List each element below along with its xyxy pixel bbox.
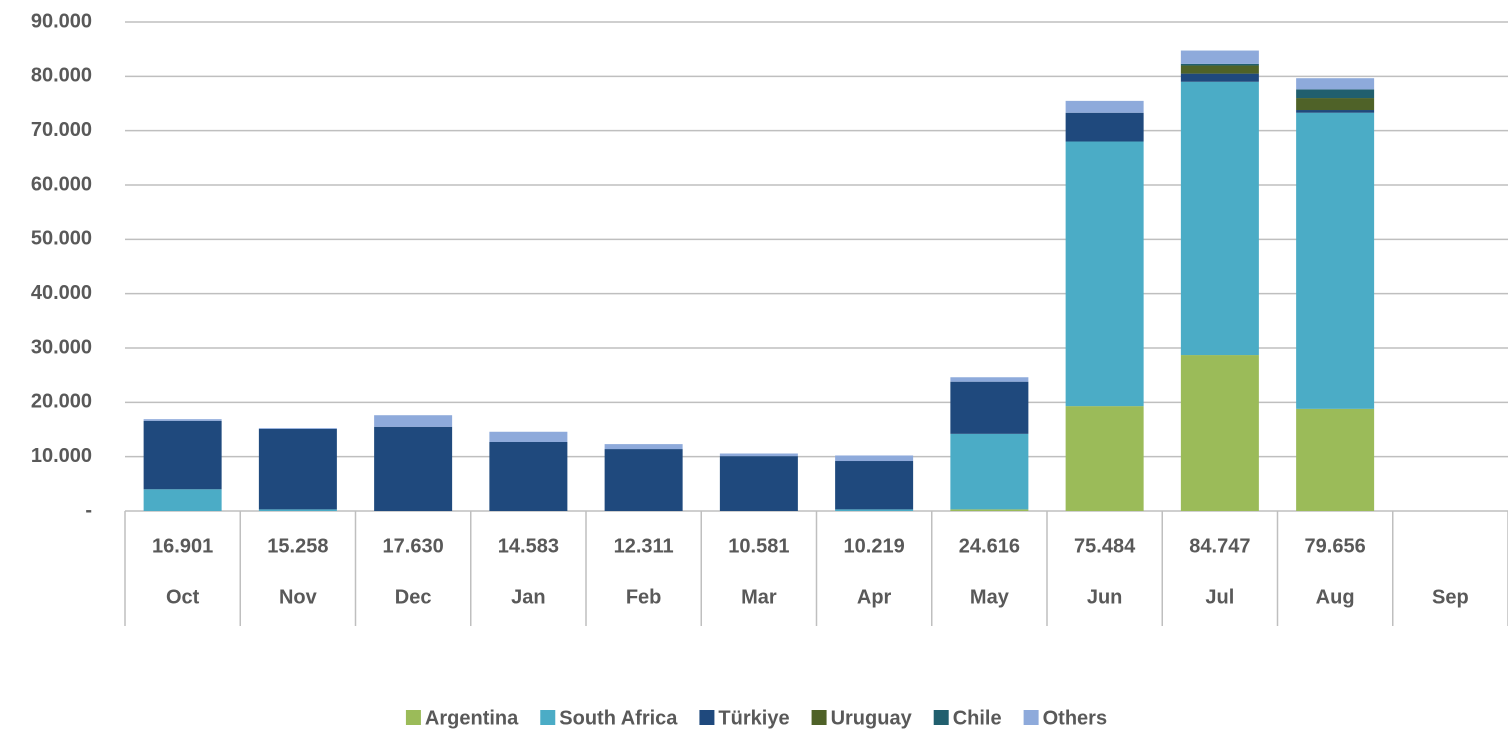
x-tick-label: Jul	[1205, 586, 1234, 608]
legend-label: Argentina	[425, 707, 519, 729]
bar-segment	[489, 431, 568, 442]
total-label: 15.258	[267, 535, 328, 557]
bar-segment	[950, 433, 1029, 510]
bar-segment	[604, 449, 683, 511]
total-label: 84.747	[1189, 535, 1250, 557]
bar-segment	[835, 461, 914, 510]
total-label: 14.583	[498, 535, 559, 557]
legend-swatch	[405, 710, 421, 725]
bar-segment	[1180, 50, 1259, 64]
total-label: 17.630	[383, 535, 444, 557]
x-tick-label: May	[970, 586, 1010, 608]
bar-segment	[143, 419, 222, 421]
y-tick-label: 90.000	[31, 10, 92, 32]
total-label: 10.219	[844, 535, 905, 557]
bar-segment	[950, 509, 1029, 511]
legend-label: South Africa	[559, 707, 678, 729]
y-tick-label: 70.000	[31, 119, 92, 141]
x-tick-label: Apr	[857, 586, 892, 608]
bar-segment	[604, 444, 683, 450]
bar-segment	[1065, 406, 1144, 511]
y-tick-label: 30.000	[31, 336, 92, 358]
bar-segment	[143, 489, 222, 511]
bar-segment	[1180, 63, 1259, 66]
bar-segment	[143, 420, 222, 490]
y-tick-label: 40.000	[31, 282, 92, 304]
y-tick-label: 50.000	[31, 228, 92, 250]
bar-segment	[719, 453, 798, 457]
x-tick-label: Nov	[279, 586, 318, 608]
bar-segment	[719, 456, 798, 511]
bar-segment	[835, 509, 914, 511]
total-label: 16.901	[152, 535, 213, 557]
bar-segment	[489, 441, 568, 511]
bar-segment	[374, 426, 453, 511]
bar-segment	[950, 377, 1029, 382]
bar-segment	[1296, 112, 1375, 409]
total-label: 79.656	[1305, 535, 1366, 557]
bar-segment	[258, 428, 337, 510]
bar-segment	[1065, 100, 1144, 113]
legend-swatch	[540, 710, 556, 725]
bar-segment	[1180, 81, 1259, 356]
x-tick-label: Mar	[741, 586, 777, 608]
legend-swatch	[1023, 710, 1039, 725]
legend-swatch	[811, 710, 827, 725]
total-label: 10.581	[728, 535, 789, 557]
y-tick-label: 60.000	[31, 173, 92, 195]
y-tick-label: 80.000	[31, 65, 92, 87]
total-label: 12.311	[614, 535, 674, 557]
bar-segment	[1296, 110, 1375, 113]
legend-swatch	[933, 710, 949, 725]
bar-segment	[1180, 355, 1259, 511]
bar-segment	[258, 428, 337, 429]
legend-label: Chile	[953, 707, 1002, 729]
x-tick-label: Jun	[1087, 586, 1123, 608]
bar-segment	[374, 415, 453, 427]
bar-segment	[1180, 65, 1259, 74]
legend-label: Others	[1043, 707, 1107, 729]
bar-segment	[1065, 112, 1144, 142]
bar-segment	[1065, 141, 1144, 407]
total-label: 24.616	[959, 535, 1020, 557]
x-tick-label: Sep	[1432, 586, 1469, 608]
bar-segment	[950, 381, 1029, 434]
legend-swatch	[699, 710, 715, 725]
y-tick-label: 10.000	[31, 445, 92, 467]
x-tick-label: Oct	[166, 586, 200, 608]
y-tick-label: 20.000	[31, 391, 92, 413]
bar-segment	[1296, 98, 1375, 111]
bar-segment	[835, 455, 914, 462]
total-label: 75.484	[1074, 535, 1136, 557]
bar-segment	[1296, 78, 1375, 90]
bar-segment	[1180, 73, 1259, 82]
legend-label: Türkiye	[718, 707, 789, 729]
y-tick-label: -	[85, 499, 92, 521]
x-tick-label: Jan	[511, 586, 545, 608]
x-tick-label: Feb	[626, 586, 662, 608]
bar-segment	[1296, 89, 1375, 99]
x-tick-label: Dec	[395, 586, 432, 608]
bar-segment	[1296, 408, 1375, 511]
x-tick-label: Aug	[1316, 586, 1355, 608]
bar-segment	[258, 509, 337, 511]
legend-label: Uruguay	[831, 707, 913, 729]
